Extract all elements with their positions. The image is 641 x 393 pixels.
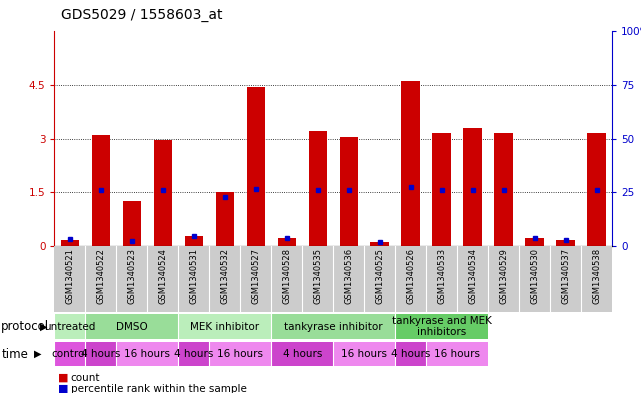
Text: GSM1340537: GSM1340537: [561, 248, 570, 304]
Bar: [54, 314, 85, 339]
Bar: [240, 246, 271, 312]
Text: GSM1340530: GSM1340530: [530, 248, 539, 304]
Text: ▶: ▶: [34, 349, 42, 359]
Text: GSM1340528: GSM1340528: [282, 248, 292, 304]
Bar: [247, 87, 265, 246]
Bar: [278, 238, 296, 246]
Bar: [488, 246, 519, 312]
Bar: [61, 240, 79, 246]
Text: GSM1340526: GSM1340526: [406, 248, 415, 304]
Bar: [581, 246, 612, 312]
Bar: [210, 246, 240, 312]
Text: 4 hours: 4 hours: [283, 349, 322, 359]
Text: time: time: [1, 347, 28, 361]
Text: 16 hours: 16 hours: [341, 349, 387, 359]
Text: tankyrase and MEK
inhibitors: tankyrase and MEK inhibitors: [392, 316, 492, 337]
Bar: [370, 242, 389, 246]
Text: 4 hours: 4 hours: [391, 349, 431, 359]
Text: tankyrase inhibitor: tankyrase inhibitor: [284, 321, 383, 332]
Bar: [117, 342, 178, 366]
Text: GSM1340531: GSM1340531: [189, 248, 199, 304]
Bar: [401, 81, 420, 246]
Bar: [154, 140, 172, 246]
Bar: [395, 246, 426, 312]
Bar: [526, 239, 544, 246]
Bar: [92, 135, 110, 246]
Text: 16 hours: 16 hours: [217, 349, 263, 359]
Text: GSM1340527: GSM1340527: [251, 248, 260, 304]
Bar: [364, 246, 395, 312]
Text: GSM1340533: GSM1340533: [437, 248, 446, 304]
Text: ▶: ▶: [40, 321, 47, 332]
Text: GSM1340535: GSM1340535: [313, 248, 322, 304]
Bar: [550, 246, 581, 312]
Text: GSM1340524: GSM1340524: [158, 248, 167, 303]
Text: GSM1340522: GSM1340522: [96, 248, 106, 303]
Text: untreated: untreated: [44, 321, 96, 332]
Bar: [426, 246, 457, 312]
Bar: [463, 128, 482, 246]
Bar: [147, 246, 178, 312]
Bar: [587, 133, 606, 246]
Text: count: count: [71, 373, 100, 383]
Text: GSM1340534: GSM1340534: [468, 248, 478, 304]
Bar: [178, 314, 271, 339]
Bar: [271, 246, 303, 312]
Bar: [215, 192, 234, 246]
Text: ■: ■: [58, 373, 68, 383]
Text: GDS5029 / 1558603_at: GDS5029 / 1558603_at: [61, 7, 222, 22]
Bar: [54, 342, 85, 366]
Bar: [185, 236, 203, 246]
Text: GSM1340529: GSM1340529: [499, 248, 508, 303]
Text: 16 hours: 16 hours: [434, 349, 480, 359]
Bar: [210, 342, 271, 366]
Bar: [395, 342, 426, 366]
Text: DMSO: DMSO: [116, 321, 148, 332]
Bar: [308, 131, 327, 246]
Text: GSM1340525: GSM1340525: [375, 248, 385, 303]
Bar: [117, 246, 147, 312]
Bar: [178, 246, 210, 312]
Bar: [556, 240, 575, 246]
Text: GSM1340538: GSM1340538: [592, 248, 601, 304]
Bar: [333, 246, 364, 312]
Text: control: control: [52, 349, 88, 359]
Bar: [271, 314, 395, 339]
Bar: [519, 246, 550, 312]
Bar: [340, 137, 358, 246]
Bar: [85, 342, 117, 366]
Bar: [303, 246, 333, 312]
Text: 4 hours: 4 hours: [81, 349, 121, 359]
Bar: [85, 246, 117, 312]
Bar: [426, 342, 488, 366]
Text: protocol: protocol: [1, 320, 49, 333]
Text: GSM1340532: GSM1340532: [221, 248, 229, 304]
Text: MEK inhibitor: MEK inhibitor: [190, 321, 260, 332]
Bar: [494, 133, 513, 246]
Bar: [122, 201, 141, 246]
Text: GSM1340523: GSM1340523: [128, 248, 137, 304]
Bar: [85, 314, 178, 339]
Bar: [433, 133, 451, 246]
Bar: [457, 246, 488, 312]
Bar: [178, 342, 210, 366]
Bar: [333, 342, 395, 366]
Text: GSM1340521: GSM1340521: [65, 248, 74, 303]
Text: 4 hours: 4 hours: [174, 349, 213, 359]
Text: ■: ■: [58, 384, 68, 393]
Text: 16 hours: 16 hours: [124, 349, 171, 359]
Bar: [54, 246, 85, 312]
Bar: [395, 314, 488, 339]
Bar: [271, 342, 333, 366]
Text: GSM1340536: GSM1340536: [344, 248, 353, 304]
Text: percentile rank within the sample: percentile rank within the sample: [71, 384, 246, 393]
